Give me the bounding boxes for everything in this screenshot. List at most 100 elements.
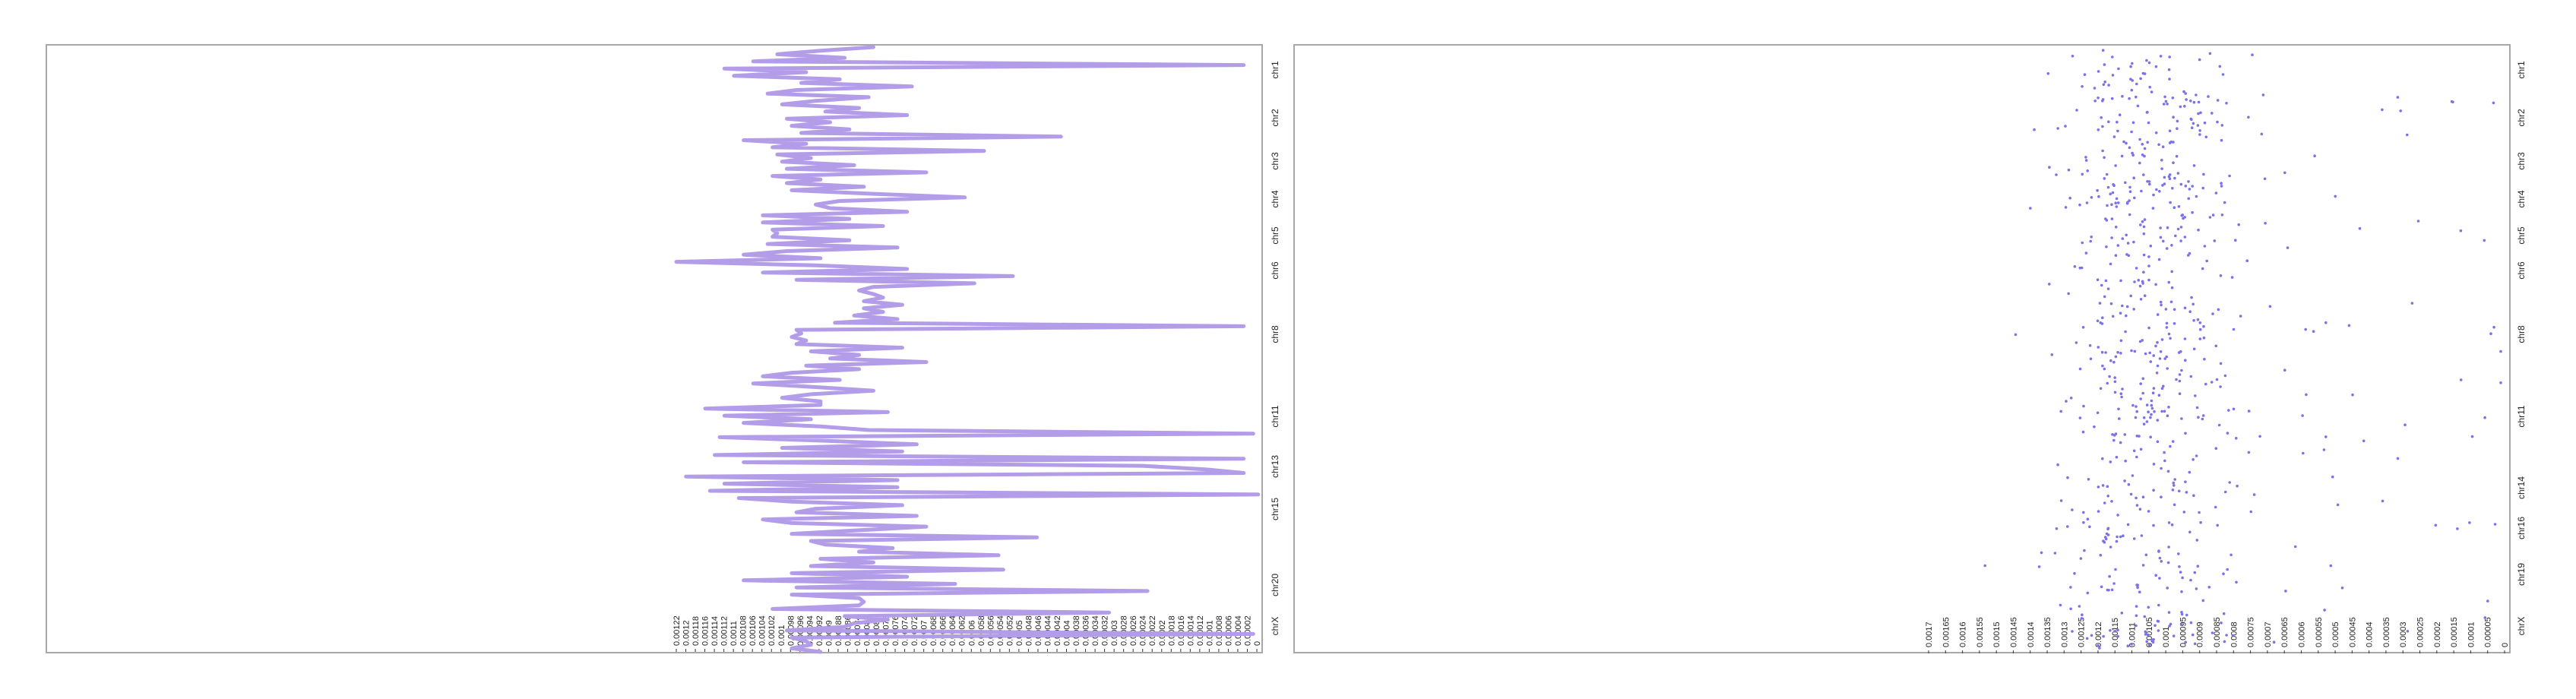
right-data-point (2191, 302, 2195, 306)
right-data-point (2120, 612, 2124, 615)
right-data-point (2135, 496, 2138, 500)
right-data-point (2084, 251, 2088, 255)
right-data-point (2116, 129, 2119, 133)
right-data-point (2144, 633, 2147, 636)
right-data-point (2071, 508, 2074, 511)
right-data-point (2120, 395, 2123, 399)
right-chromosome-label: chr14 (2516, 476, 2527, 499)
right-data-point (2037, 565, 2041, 568)
right-data-point (2199, 111, 2202, 115)
right-data-point (2195, 454, 2198, 457)
right-data-point (2492, 325, 2495, 329)
right-data-point (2163, 357, 2166, 360)
right-data-point (2135, 267, 2138, 270)
right-data-point (2499, 350, 2502, 353)
right-data-point (2191, 210, 2194, 214)
right-data-point (2180, 611, 2183, 614)
right-data-point (2154, 624, 2157, 627)
right-data-point (2082, 520, 2085, 524)
right-data-point (2184, 480, 2187, 483)
right-data-point (2172, 634, 2176, 637)
right-data-point (2192, 347, 2196, 351)
right-data-point (2195, 587, 2198, 590)
right-data-point (2191, 122, 2195, 125)
right-data-point (2154, 65, 2158, 68)
right-data-point (2252, 493, 2256, 496)
right-data-point (2135, 504, 2139, 507)
right-data-point (2014, 333, 2017, 337)
right-data-point (2198, 337, 2202, 340)
right-data-point (2088, 344, 2092, 347)
right-data-point (2293, 545, 2297, 549)
right-data-point (2117, 201, 2120, 204)
right-data-point (2099, 321, 2103, 324)
right-data-point (2150, 406, 2154, 410)
right-data-point (2188, 470, 2191, 474)
right-data-point (2066, 476, 2069, 479)
right-data-point (2489, 332, 2492, 336)
right-data-point (2214, 505, 2217, 509)
right-data-point (2123, 433, 2127, 436)
right-data-point (2177, 205, 2181, 208)
right-data-point (2132, 240, 2135, 244)
right-data-point (2188, 530, 2191, 534)
right-data-point (2181, 576, 2184, 580)
right-data-point (2151, 640, 2155, 644)
right-data-point (2172, 161, 2175, 164)
right-data-point (2107, 84, 2110, 87)
right-data-point (2141, 143, 2144, 146)
right-data-point (2151, 207, 2155, 210)
right-data-point (2156, 364, 2160, 368)
right-data-point (2152, 193, 2155, 197)
right-data-point (2081, 241, 2084, 245)
right-data-point (2284, 590, 2287, 593)
right-data-point (2137, 279, 2141, 282)
right-data-point (2197, 416, 2200, 419)
left-tick-label: 0 (1253, 641, 1262, 646)
right-data-point (2048, 166, 2051, 169)
right-data-point (2180, 213, 2183, 217)
right-data-point (2167, 521, 2171, 524)
right-data-point (2157, 394, 2161, 397)
right-data-point (2313, 154, 2316, 157)
left-tick-label: 0.00108 (739, 615, 748, 646)
right-data-point (2119, 352, 2122, 355)
right-data-point (2097, 346, 2100, 349)
right-chromosome-label: chr2 (2516, 109, 2527, 127)
right-data-point (2329, 564, 2333, 568)
right-data-point (2147, 510, 2150, 513)
right-data-point (2105, 532, 2109, 536)
right-data-point (2100, 585, 2103, 589)
left-tick-label: 0.00026 (1129, 615, 1138, 646)
right-data-point (2191, 185, 2194, 188)
right-tick-label: 0.001 (2162, 626, 2171, 647)
right-data-point (2147, 255, 2150, 258)
right-data-point (2468, 521, 2471, 524)
right-data-point (2179, 571, 2182, 574)
right-data-point (2110, 588, 2114, 592)
right-chart-frame (1293, 44, 2511, 653)
right-data-point (2158, 556, 2162, 560)
right-data-point (2406, 630, 2410, 633)
right-data-point (2189, 578, 2192, 582)
right-data-point (2102, 83, 2106, 87)
right-data-point (2184, 432, 2187, 435)
right-data-point (2172, 115, 2175, 119)
right-data-point (2492, 101, 2495, 105)
right-data-point (2159, 236, 2163, 239)
right-data-point (2079, 557, 2083, 560)
right-data-point (2160, 560, 2163, 563)
right-data-point (2143, 154, 2146, 158)
right-tick-label: 0.00155 (1976, 617, 1985, 647)
right-data-point (2121, 95, 2124, 98)
right-data-point (2312, 330, 2315, 334)
right-data-point (2116, 628, 2119, 631)
right-data-point (2097, 486, 2100, 489)
right-data-point (2150, 413, 2153, 416)
right-data-point (2147, 410, 2150, 413)
right-tick-label: 0.0002 (2433, 622, 2442, 647)
right-data-point (2169, 444, 2172, 448)
right-data-point (2133, 196, 2136, 200)
left-tick-label: 0.0011 (729, 621, 739, 646)
right-data-point (2152, 489, 2155, 492)
